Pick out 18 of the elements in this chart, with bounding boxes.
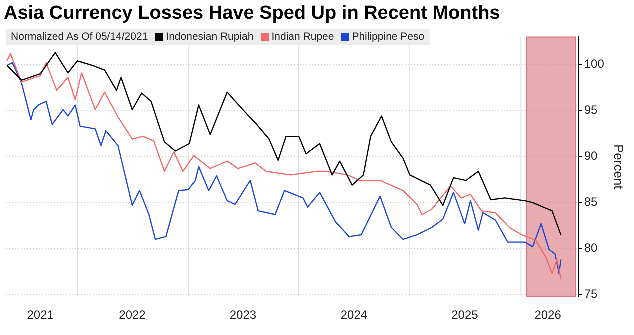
y-tick-label: 80 <box>584 241 598 256</box>
legend-label: Philippine Peso <box>352 31 425 44</box>
y-tick-label: 85 <box>584 195 598 210</box>
y-tick-label: 75 <box>584 287 598 302</box>
x-tick-label: 2024 <box>340 308 368 322</box>
x-tick-label: 2022 <box>119 308 146 322</box>
y-tick-label: 95 <box>584 103 598 118</box>
x-tick-label: 2025 <box>452 308 479 322</box>
x-tick-label: 2026 <box>534 308 562 322</box>
chart-title: Asia Currency Losses Have Sped Up in Recent Months <box>4 3 500 25</box>
y-tick-label: 90 <box>584 149 598 164</box>
x-tick-label: 2023 <box>230 308 257 322</box>
x-tick-label: 2021 <box>27 308 54 322</box>
legend-title: Normalized As Of 05/14/2021 <box>11 31 148 44</box>
y-axis-title: Percent <box>612 144 627 190</box>
y-tick-label: 100 <box>584 57 605 72</box>
legend-label: Indonesian Rupiah <box>166 31 254 44</box>
legend-label: Indian Rupee <box>272 31 334 44</box>
